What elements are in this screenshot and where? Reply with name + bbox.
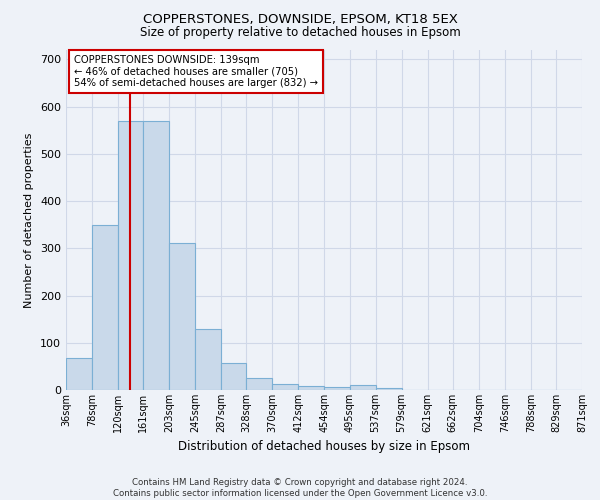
- Bar: [221, 363, 247, 390]
- Bar: [66, 358, 92, 390]
- Text: Contains HM Land Registry data © Crown copyright and database right 2024.
Contai: Contains HM Land Registry data © Crown c…: [113, 478, 487, 498]
- Bar: [325, 387, 350, 390]
- Bar: [376, 388, 401, 390]
- Text: Size of property relative to detached houses in Epsom: Size of property relative to detached ho…: [140, 26, 460, 39]
- Bar: [247, 378, 272, 390]
- Bar: [143, 121, 169, 390]
- Bar: [195, 328, 221, 390]
- Bar: [169, 242, 195, 390]
- Bar: [350, 386, 376, 390]
- Bar: [92, 224, 118, 390]
- Bar: [272, 384, 298, 390]
- Bar: [298, 386, 325, 390]
- Bar: [118, 121, 143, 390]
- Y-axis label: Number of detached properties: Number of detached properties: [25, 132, 34, 308]
- Text: COPPERSTONES DOWNSIDE: 139sqm
← 46% of detached houses are smaller (705)
54% of : COPPERSTONES DOWNSIDE: 139sqm ← 46% of d…: [74, 55, 318, 88]
- Text: COPPERSTONES, DOWNSIDE, EPSOM, KT18 5EX: COPPERSTONES, DOWNSIDE, EPSOM, KT18 5EX: [143, 12, 457, 26]
- X-axis label: Distribution of detached houses by size in Epsom: Distribution of detached houses by size …: [178, 440, 470, 454]
